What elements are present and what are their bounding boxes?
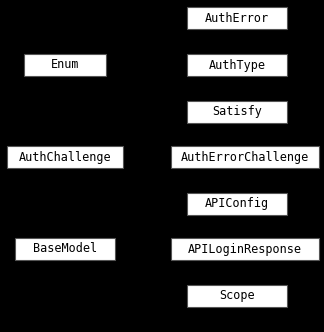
FancyBboxPatch shape	[15, 238, 115, 260]
Text: APILoginResponse: APILoginResponse	[188, 242, 302, 256]
Text: APIConfig: APIConfig	[205, 198, 269, 210]
Text: AuthType: AuthType	[209, 58, 265, 71]
Text: AuthChallenge: AuthChallenge	[19, 150, 111, 163]
FancyBboxPatch shape	[171, 238, 319, 260]
Text: AuthError: AuthError	[205, 12, 269, 25]
FancyBboxPatch shape	[7, 146, 123, 168]
FancyBboxPatch shape	[187, 285, 287, 307]
FancyBboxPatch shape	[187, 54, 287, 76]
Text: AuthErrorChallenge: AuthErrorChallenge	[181, 150, 309, 163]
FancyBboxPatch shape	[187, 7, 287, 29]
Text: BaseModel: BaseModel	[33, 242, 97, 256]
Text: Scope: Scope	[219, 290, 255, 302]
FancyBboxPatch shape	[24, 54, 106, 76]
FancyBboxPatch shape	[187, 193, 287, 215]
FancyBboxPatch shape	[171, 146, 319, 168]
FancyBboxPatch shape	[187, 101, 287, 123]
Text: Enum: Enum	[51, 58, 79, 71]
Text: Satisfy: Satisfy	[212, 106, 262, 119]
